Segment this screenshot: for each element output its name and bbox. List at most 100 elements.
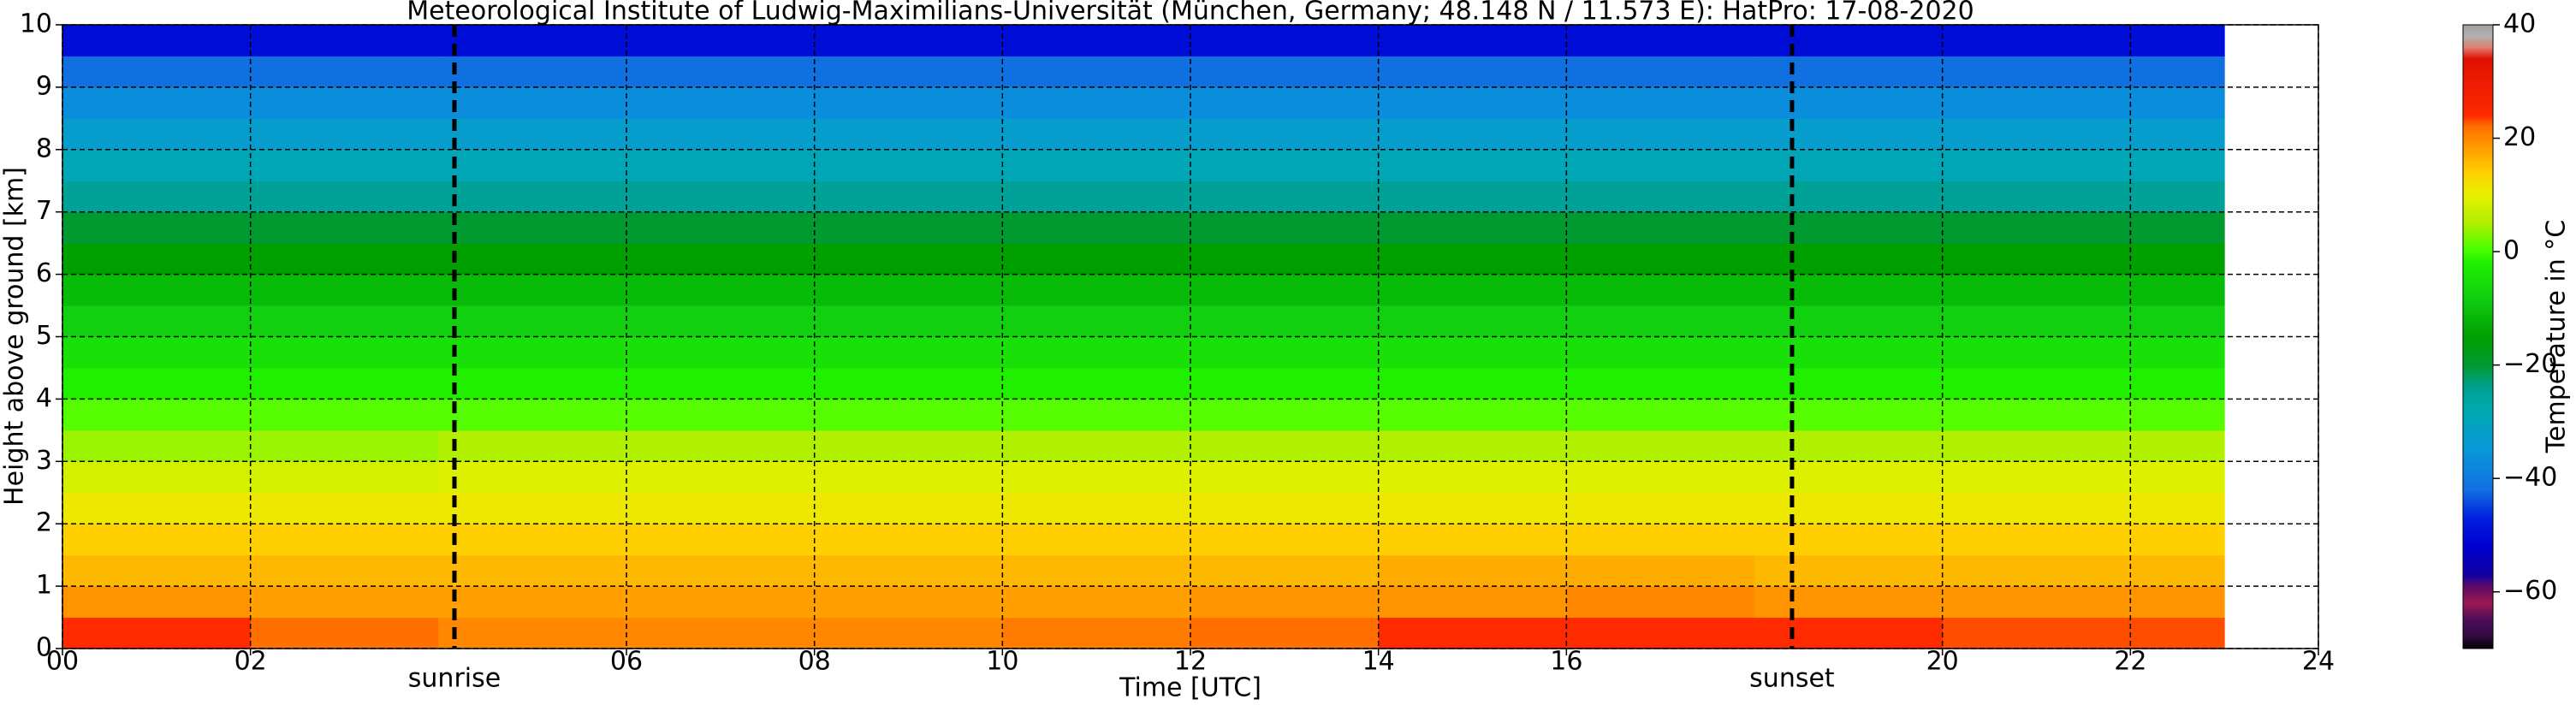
colorbar-label: Temperature in °C — [2542, 220, 2572, 453]
heatmap-cell — [1566, 305, 1755, 337]
colorbar-tick-label: −60 — [2503, 576, 2557, 606]
heatmap-cell — [1378, 524, 1567, 556]
heatmap-cell — [438, 554, 627, 587]
heatmap-cell — [814, 492, 1003, 524]
heatmap-cell — [1566, 617, 1755, 649]
heatmap-cell — [1002, 492, 1191, 524]
heatmap-cell — [814, 554, 1003, 587]
heatmap-cell — [1002, 25, 1191, 56]
x-tick-label: 10 — [986, 647, 1018, 677]
x-tick-label: 20 — [1926, 647, 1959, 677]
heatmap-cell — [1942, 399, 2131, 431]
heatmap-cell — [1002, 554, 1191, 587]
heatmap-cell — [1566, 336, 1755, 369]
heatmap-cell — [1190, 305, 1380, 337]
heatmap-cell — [814, 305, 1003, 337]
heatmap-cell — [626, 86, 816, 119]
heatmap-cell — [438, 211, 627, 244]
heatmap-cell — [814, 336, 1003, 369]
heatmap-cell — [62, 554, 252, 587]
heatmap-cell — [62, 274, 252, 306]
colorbar-tick-label: 40 — [2503, 9, 2536, 39]
x-tick-label: 12 — [1174, 647, 1207, 677]
heatmap-cell — [626, 586, 816, 619]
heatmap-cell — [1566, 524, 1755, 556]
y-tick-label: 6 — [36, 258, 52, 288]
heatmap-cell — [626, 461, 816, 494]
heatmap-cell — [1754, 211, 1944, 244]
heatmap-cell — [2130, 617, 2225, 649]
heatmap-cell — [250, 461, 439, 494]
heatmap-cell — [1566, 25, 1755, 56]
heatmap-cell — [1942, 149, 2131, 181]
heatmap-cell — [1378, 274, 1567, 306]
heatmap-cell — [814, 118, 1003, 151]
heatmap-cell — [1002, 399, 1191, 431]
heatmap-cell — [250, 149, 439, 181]
event-label: sunrise — [408, 664, 501, 694]
heatmap-cell — [1942, 524, 2131, 556]
y-tick-label: 3 — [36, 446, 52, 476]
heatmap-cell — [2130, 430, 2225, 462]
x-tick-label: 00 — [46, 647, 79, 677]
heatmap-cell — [250, 367, 439, 400]
heatmap-cell — [1566, 211, 1755, 244]
heatmap-cell — [1566, 461, 1755, 494]
heatmap-cell — [1378, 56, 1567, 88]
heatmap-cell — [1002, 86, 1191, 119]
heatmap-cell — [438, 367, 627, 400]
y-tick-label: 8 — [36, 133, 52, 163]
heatmap-cell — [1942, 492, 2131, 524]
heatmap-cell — [1190, 336, 1380, 369]
heatmap-cell — [250, 617, 439, 649]
heatmap-cell — [1754, 274, 1944, 306]
heatmap-cell — [62, 118, 252, 151]
heatmap-cell — [62, 524, 252, 556]
heatmap-cell — [438, 56, 627, 88]
heatmap-cell — [1754, 617, 1944, 649]
heatmap-cell — [1566, 118, 1755, 151]
heatmap-cell — [1378, 149, 1567, 181]
heatmap-cell — [62, 492, 252, 524]
heatmap-cell — [62, 149, 252, 181]
heatmap-cell — [250, 56, 439, 88]
heatmap-cell — [626, 25, 816, 56]
heatmap-cell — [62, 305, 252, 337]
heatmap-cell — [1190, 243, 1380, 275]
heatmap-cell — [1002, 118, 1191, 151]
heatmap-cell — [1566, 181, 1755, 213]
heatmap-cell — [438, 492, 627, 524]
heatmap-cell — [626, 524, 816, 556]
heatmap-cell — [1190, 461, 1380, 494]
heatmap-cell — [1754, 181, 1944, 213]
heatmap-cell — [1566, 243, 1755, 275]
y-tick-label: 7 — [36, 196, 52, 226]
heatmap-cell — [626, 211, 816, 244]
y-tick-label: 10 — [20, 9, 52, 39]
plot-frame — [62, 24, 2319, 649]
heatmap-cell — [1754, 430, 1944, 462]
heatmap-cell — [62, 399, 252, 431]
heatmap-cell — [626, 554, 816, 587]
heatmap-cell — [438, 181, 627, 213]
heatmap-cell — [626, 181, 816, 213]
heatmap-cell — [2130, 181, 2225, 213]
heatmap-cell — [1190, 274, 1380, 306]
heatmap-cell — [250, 25, 439, 56]
heatmap-cell — [250, 274, 439, 306]
heatmap-cell — [2130, 118, 2225, 151]
heatmap-cell — [250, 305, 439, 337]
colorbar-tick-label: −40 — [2503, 463, 2557, 493]
heatmap-cell — [2130, 274, 2225, 306]
heatmap-cell — [814, 586, 1003, 619]
heatmap-cell — [1190, 149, 1380, 181]
event-label: sunset — [1749, 664, 1835, 694]
heatmap-cell — [438, 430, 627, 462]
heatmap-cell — [438, 25, 627, 56]
heatmap-cell — [1002, 274, 1191, 306]
heatmap-cell — [438, 399, 627, 431]
heatmap-cell — [1566, 399, 1755, 431]
heatmap-cell — [1942, 274, 2131, 306]
heatmap-cell — [62, 56, 252, 88]
